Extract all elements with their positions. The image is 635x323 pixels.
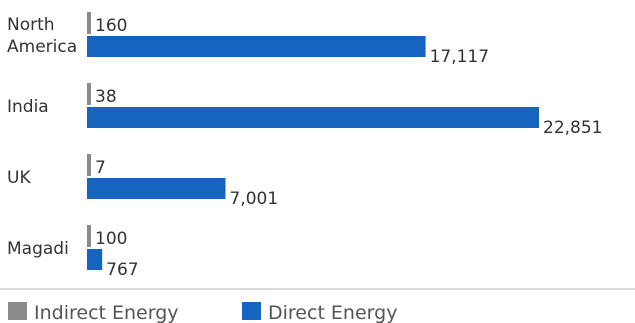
bar-indirect-energy-india: [87, 83, 91, 105]
category-label-india: India: [7, 97, 49, 117]
legend-label-direct-energy: Direct Energy: [268, 302, 397, 323]
value-label-direct-energy-uk: 7,001: [229, 189, 278, 209]
legend-label-indirect-energy: Indirect Energy: [34, 302, 179, 323]
bar-direct-energy-north-america: [87, 36, 426, 57]
value-label-direct-energy-india: 22,851: [543, 118, 602, 138]
value-label-indirect-energy-india: 38: [95, 87, 117, 107]
value-label-direct-energy-north-america: 17,117: [430, 47, 489, 67]
bar-direct-energy-uk: [87, 178, 226, 199]
plot-area: North America 160 17,117 India 38 22,851 UK 7 7,0…: [7, 12, 602, 280]
value-label-indirect-energy-north-america: 160: [95, 16, 127, 36]
bar-indirect-energy-magadi: [87, 225, 91, 247]
value-label-indirect-energy-uk: 7: [95, 158, 106, 178]
value-label-direct-energy-magadi: 767: [106, 260, 138, 280]
bar-indirect-energy-uk: [87, 154, 91, 176]
category-label-north-america: North America: [7, 15, 77, 57]
bar-indirect-energy-north-america: [87, 12, 91, 34]
bar-direct-energy-india: [87, 107, 539, 128]
legend: Indirect Energy Direct Energy: [8, 302, 397, 323]
category-label-uk: UK: [7, 168, 31, 188]
legend-swatch-indirect-energy: [8, 302, 27, 320]
legend-swatch-direct-energy: [242, 302, 261, 320]
category-label-magadi: Magadi: [7, 239, 69, 259]
bar-direct-energy-magadi: [87, 249, 103, 270]
value-label-indirect-energy-magadi: 100: [95, 229, 127, 249]
